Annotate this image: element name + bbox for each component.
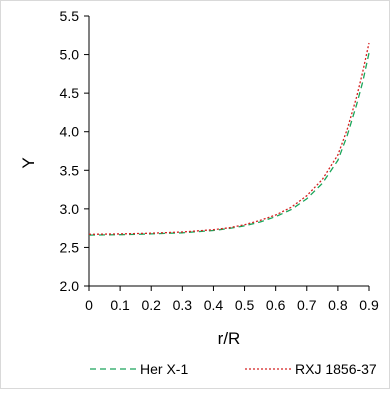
y-tick-label: 2.0 [60,278,80,294]
y-axis-label: Y [19,157,38,168]
x-tick-label: 0.9 [359,297,379,313]
y-tick-label: 4.5 [60,85,80,101]
y-tick-label: 5.0 [60,47,80,63]
x-axis-label: r/R [218,329,241,348]
x-tick-label: 0.1 [110,297,130,313]
x-tick-label: 0.3 [173,297,193,313]
x-tick-label: 0.2 [141,297,161,313]
series-line-her-x-1 [88,52,370,236]
x-tick-label: 0 [85,297,93,313]
y-tick-label: 3.0 [60,201,80,217]
legend-label: RXJ 1856-37 [295,361,377,377]
x-tick-label: 0.5 [235,297,255,313]
series-line-rxj-1856-37 [88,42,370,235]
x-tick-label: 0.8 [328,297,348,313]
x-tick-label: 0.4 [204,297,224,313]
legend-label: Her X-1 [140,361,188,377]
series-layer [88,42,370,236]
legend: Her X-1 RXJ 1856-37 [90,361,377,377]
axes: 2.0 2.5 3.0 3.5 4.0 4.5 5.0 5.5 0 0.1 0.2 0.3 0.4 0.5… [60,8,379,313]
y-tick-label: 2.5 [60,239,80,255]
y-tick-label: 3.5 [60,162,80,178]
x-tick-label: 0.7 [297,297,317,313]
x-tick-label: 0.6 [266,297,286,313]
y-tick-label: 5.5 [60,8,80,24]
y-tick-label: 4.0 [60,124,80,140]
